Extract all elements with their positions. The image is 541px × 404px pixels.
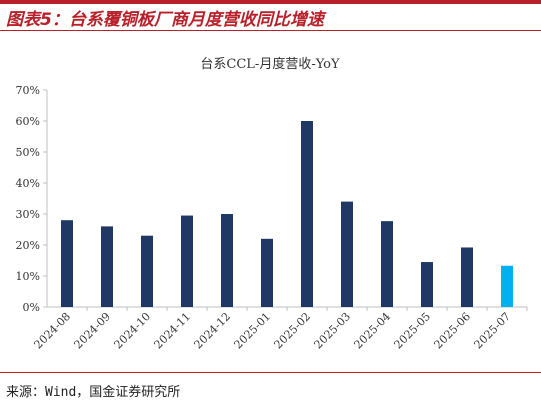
- y-tick-label: 30%: [16, 208, 40, 221]
- x-tick-labels: 2024-082024-092024-102024-112024-122025-…: [32, 310, 514, 352]
- bar-2025-02: [301, 121, 313, 307]
- y-tick-label: 50%: [16, 146, 40, 159]
- y-tick-labels: 0% 10% 20% 30% 40% 50% 60% 70%: [16, 84, 40, 314]
- x-tick-label-2025-02: 2025-02: [272, 310, 314, 352]
- x-tick-label-2025-06: 2025-06: [432, 310, 474, 352]
- bottom-rule: [0, 372, 541, 373]
- x-tick-label-2025-03: 2025-03: [312, 310, 354, 352]
- y-tick-label: 10%: [16, 270, 40, 283]
- x-tick-label-2025-05: 2025-05: [392, 310, 434, 352]
- top-rule: [0, 0, 541, 4]
- bar-chart: 台系CCL-月度营收-YoY 0% 10% 20% 30% 40% 50% 60% 70% 2…: [16, 56, 528, 352]
- bar-2025-01: [261, 238, 273, 307]
- x-tick-label-2024-11: 2024-11: [152, 310, 194, 352]
- bar-2024-09: [101, 226, 113, 307]
- bar-2024-08: [61, 220, 73, 307]
- y-tick-label: 40%: [16, 177, 40, 190]
- x-tick-label-2024-08: 2024-08: [32, 310, 74, 352]
- y-tick-label: 70%: [16, 84, 40, 97]
- y-tick-label: 0%: [23, 301, 40, 314]
- chart-title: 台系CCL-月度营收-YoY: [200, 56, 340, 72]
- y-tick-label: 60%: [16, 115, 40, 128]
- figure-title: 图表5：台系覆铜板厂商月度营收同比增速: [6, 10, 324, 30]
- x-tick-label-2025-04: 2025-04: [352, 310, 394, 352]
- chart-bars: [61, 121, 513, 307]
- bar-2024-11: [181, 215, 193, 307]
- bar-2025-06: [461, 247, 473, 307]
- x-tick-label-2025-01: 2025-01: [232, 310, 274, 352]
- bar-2025-07: [501, 265, 513, 307]
- x-tick-label-2024-12: 2024-12: [192, 310, 234, 352]
- bar-2025-04: [381, 221, 393, 307]
- source-note: 来源：Wind，国金证券研究所: [6, 385, 181, 400]
- bar-2024-10: [141, 235, 153, 307]
- y-tick-label: 20%: [16, 239, 40, 252]
- title-rule: [0, 30, 541, 31]
- bar-2024-12: [221, 214, 233, 307]
- bar-2025-05: [421, 262, 433, 307]
- x-tick-label-2024-09: 2024-09: [72, 310, 114, 352]
- chart-axes: [43, 89, 528, 311]
- bar-2025-03: [341, 201, 353, 307]
- x-tick-label-2024-10: 2024-10: [112, 310, 154, 352]
- x-tick-label-2025-07: 2025-07: [472, 310, 514, 352]
